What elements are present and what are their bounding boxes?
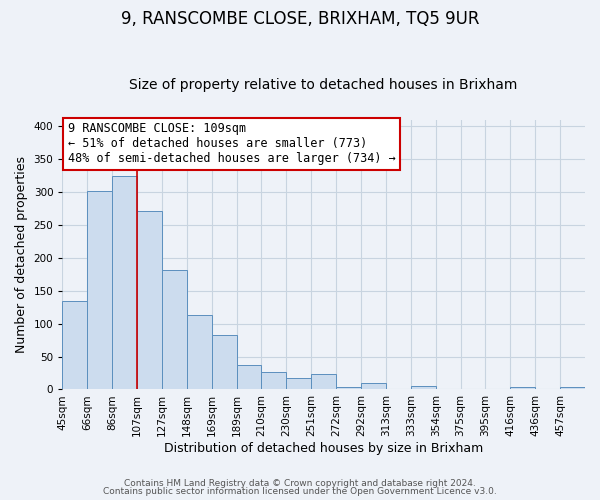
X-axis label: Distribution of detached houses by size in Brixham: Distribution of detached houses by size … [164, 442, 483, 455]
Y-axis label: Number of detached properties: Number of detached properties [15, 156, 28, 353]
Bar [286, 378, 311, 390]
Bar [311, 374, 336, 390]
Bar [212, 335, 236, 390]
Text: 9 RANSCOMBE CLOSE: 109sqm
← 51% of detached houses are smaller (773)
48% of semi: 9 RANSCOMBE CLOSE: 109sqm ← 51% of detac… [68, 122, 395, 166]
Bar [361, 383, 386, 390]
Bar [62, 300, 87, 390]
Bar [112, 176, 137, 390]
Bar [411, 386, 436, 390]
Bar [461, 389, 485, 390]
Bar [262, 372, 286, 390]
Bar [436, 389, 461, 390]
Bar [560, 387, 585, 390]
Text: 9, RANSCOMBE CLOSE, BRIXHAM, TQ5 9UR: 9, RANSCOMBE CLOSE, BRIXHAM, TQ5 9UR [121, 10, 479, 28]
Bar [162, 270, 187, 390]
Bar [87, 190, 112, 390]
Text: Contains HM Land Registry data © Crown copyright and database right 2024.: Contains HM Land Registry data © Crown c… [124, 478, 476, 488]
Bar [236, 365, 262, 390]
Bar [187, 315, 212, 390]
Text: Contains public sector information licensed under the Open Government Licence v3: Contains public sector information licen… [103, 487, 497, 496]
Title: Size of property relative to detached houses in Brixham: Size of property relative to detached ho… [130, 78, 518, 92]
Bar [336, 387, 361, 390]
Bar [511, 387, 535, 390]
Bar [137, 211, 162, 390]
